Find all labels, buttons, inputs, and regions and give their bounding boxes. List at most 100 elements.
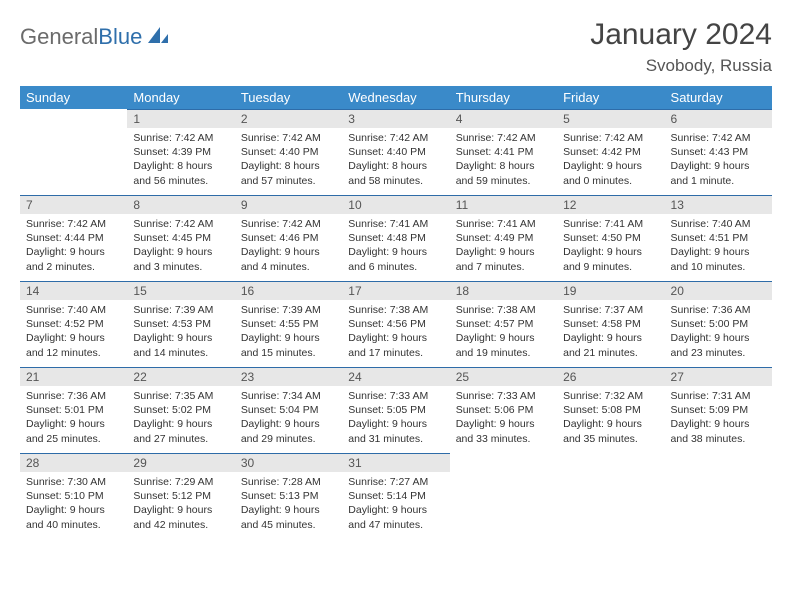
day-number: 18 — [450, 281, 557, 300]
calendar-day-cell: 4Sunrise: 7:42 AMSunset: 4:41 PMDaylight… — [450, 109, 557, 195]
day-number: 13 — [665, 195, 772, 214]
location: Svobody, Russia — [590, 56, 772, 76]
day-details: Sunrise: 7:42 AMSunset: 4:40 PMDaylight:… — [235, 128, 342, 194]
calendar-week-row: 7Sunrise: 7:42 AMSunset: 4:44 PMDaylight… — [20, 195, 772, 281]
day-number: 27 — [665, 367, 772, 386]
calendar-day-cell: 10Sunrise: 7:41 AMSunset: 4:48 PMDayligh… — [342, 195, 449, 281]
calendar-day-cell: 1Sunrise: 7:42 AMSunset: 4:39 PMDaylight… — [127, 109, 234, 195]
day-details: Sunrise: 7:34 AMSunset: 5:04 PMDaylight:… — [235, 386, 342, 452]
calendar-day-cell: 19Sunrise: 7:37 AMSunset: 4:58 PMDayligh… — [557, 281, 664, 367]
calendar-day-cell: 21Sunrise: 7:36 AMSunset: 5:01 PMDayligh… — [20, 367, 127, 453]
calendar-day-cell: 29Sunrise: 7:29 AMSunset: 5:12 PMDayligh… — [127, 453, 234, 539]
day-number: 20 — [665, 281, 772, 300]
calendar-day-cell: 14Sunrise: 7:40 AMSunset: 4:52 PMDayligh… — [20, 281, 127, 367]
day-details: Sunrise: 7:42 AMSunset: 4:41 PMDaylight:… — [450, 128, 557, 194]
weekday-header: Sunday — [20, 86, 127, 109]
weekday-header: Tuesday — [235, 86, 342, 109]
day-number: 26 — [557, 367, 664, 386]
day-number: 21 — [20, 367, 127, 386]
logo-word1: General — [20, 24, 98, 49]
day-number: 8 — [127, 195, 234, 214]
day-number: 2 — [235, 109, 342, 128]
day-details: Sunrise: 7:40 AMSunset: 4:52 PMDaylight:… — [20, 300, 127, 366]
calendar-day-cell: 7Sunrise: 7:42 AMSunset: 4:44 PMDaylight… — [20, 195, 127, 281]
header: GeneralBlue January 2024 Svobody, Russia — [20, 18, 772, 76]
day-details: Sunrise: 7:37 AMSunset: 4:58 PMDaylight:… — [557, 300, 664, 366]
day-number: 4 — [450, 109, 557, 128]
calendar-day-cell: 30Sunrise: 7:28 AMSunset: 5:13 PMDayligh… — [235, 453, 342, 539]
day-details: Sunrise: 7:42 AMSunset: 4:43 PMDaylight:… — [665, 128, 772, 194]
weekday-header: Thursday — [450, 86, 557, 109]
calendar-day-cell: 13Sunrise: 7:40 AMSunset: 4:51 PMDayligh… — [665, 195, 772, 281]
day-details: Sunrise: 7:30 AMSunset: 5:10 PMDaylight:… — [20, 472, 127, 538]
calendar-header-row: SundayMondayTuesdayWednesdayThursdayFrid… — [20, 86, 772, 109]
calendar-day-cell: 3Sunrise: 7:42 AMSunset: 4:40 PMDaylight… — [342, 109, 449, 195]
calendar-day-cell: 12Sunrise: 7:41 AMSunset: 4:50 PMDayligh… — [557, 195, 664, 281]
day-number: 24 — [342, 367, 449, 386]
day-details: Sunrise: 7:38 AMSunset: 4:57 PMDaylight:… — [450, 300, 557, 366]
month-title: January 2024 — [590, 18, 772, 52]
calendar-day-cell: 6Sunrise: 7:42 AMSunset: 4:43 PMDaylight… — [665, 109, 772, 195]
day-details: Sunrise: 7:32 AMSunset: 5:08 PMDaylight:… — [557, 386, 664, 452]
calendar-day-cell: 27Sunrise: 7:31 AMSunset: 5:09 PMDayligh… — [665, 367, 772, 453]
day-number: 28 — [20, 453, 127, 472]
day-details: Sunrise: 7:42 AMSunset: 4:40 PMDaylight:… — [342, 128, 449, 194]
title-block: January 2024 Svobody, Russia — [590, 18, 772, 76]
weekday-header: Saturday — [665, 86, 772, 109]
calendar-body: . 1Sunrise: 7:42 AMSunset: 4:39 PMDayligh… — [20, 109, 772, 539]
calendar-day-cell: 18Sunrise: 7:38 AMSunset: 4:57 PMDayligh… — [450, 281, 557, 367]
day-number: 5 — [557, 109, 664, 128]
day-details: Sunrise: 7:39 AMSunset: 4:55 PMDaylight:… — [235, 300, 342, 366]
day-details: Sunrise: 7:42 AMSunset: 4:45 PMDaylight:… — [127, 214, 234, 280]
calendar-week-row: 14Sunrise: 7:40 AMSunset: 4:52 PMDayligh… — [20, 281, 772, 367]
day-details: Sunrise: 7:28 AMSunset: 5:13 PMDaylight:… — [235, 472, 342, 538]
day-details: Sunrise: 7:41 AMSunset: 4:49 PMDaylight:… — [450, 214, 557, 280]
day-details: Sunrise: 7:31 AMSunset: 5:09 PMDaylight:… — [665, 386, 772, 452]
logo-text: GeneralBlue — [20, 24, 142, 50]
day-number: 19 — [557, 281, 664, 300]
day-number: 10 — [342, 195, 449, 214]
day-number: 3 — [342, 109, 449, 128]
day-number: 7 — [20, 195, 127, 214]
day-details: Sunrise: 7:27 AMSunset: 5:14 PMDaylight:… — [342, 472, 449, 538]
day-number: 25 — [450, 367, 557, 386]
calendar-day-cell: 15Sunrise: 7:39 AMSunset: 4:53 PMDayligh… — [127, 281, 234, 367]
day-details: Sunrise: 7:29 AMSunset: 5:12 PMDaylight:… — [127, 472, 234, 538]
weekday-header: Monday — [127, 86, 234, 109]
calendar-day-cell: 11Sunrise: 7:41 AMSunset: 4:49 PMDayligh… — [450, 195, 557, 281]
day-number: 30 — [235, 453, 342, 472]
calendar-day-cell: 17Sunrise: 7:38 AMSunset: 4:56 PMDayligh… — [342, 281, 449, 367]
calendar-day-cell: 2Sunrise: 7:42 AMSunset: 4:40 PMDaylight… — [235, 109, 342, 195]
day-number: 23 — [235, 367, 342, 386]
calendar-week-row: 28Sunrise: 7:30 AMSunset: 5:10 PMDayligh… — [20, 453, 772, 539]
calendar-day-cell: 28Sunrise: 7:30 AMSunset: 5:10 PMDayligh… — [20, 453, 127, 539]
day-number: 12 — [557, 195, 664, 214]
day-number: 11 — [450, 195, 557, 214]
calendar-day-cell: 25Sunrise: 7:33 AMSunset: 5:06 PMDayligh… — [450, 367, 557, 453]
day-details: Sunrise: 7:38 AMSunset: 4:56 PMDaylight:… — [342, 300, 449, 366]
calendar-table: SundayMondayTuesdayWednesdayThursdayFrid… — [20, 86, 772, 539]
calendar-day-cell: 5Sunrise: 7:42 AMSunset: 4:42 PMDaylight… — [557, 109, 664, 195]
weekday-header: Friday — [557, 86, 664, 109]
day-details: Sunrise: 7:35 AMSunset: 5:02 PMDaylight:… — [127, 386, 234, 452]
calendar-week-row: .1Sunrise: 7:42 AMSunset: 4:39 PMDayligh… — [20, 109, 772, 195]
logo: GeneralBlue — [20, 24, 170, 50]
calendar-day-cell: 9Sunrise: 7:42 AMSunset: 4:46 PMDaylight… — [235, 195, 342, 281]
calendar-day-cell: 16Sunrise: 7:39 AMSunset: 4:55 PMDayligh… — [235, 281, 342, 367]
calendar-empty-cell: . — [665, 453, 772, 539]
day-details: Sunrise: 7:42 AMSunset: 4:46 PMDaylight:… — [235, 214, 342, 280]
day-details: Sunrise: 7:36 AMSunset: 5:00 PMDaylight:… — [665, 300, 772, 366]
day-number: 6 — [665, 109, 772, 128]
day-details: Sunrise: 7:42 AMSunset: 4:39 PMDaylight:… — [127, 128, 234, 194]
calendar-day-cell: 31Sunrise: 7:27 AMSunset: 5:14 PMDayligh… — [342, 453, 449, 539]
day-details: Sunrise: 7:33 AMSunset: 5:05 PMDaylight:… — [342, 386, 449, 452]
day-number: 22 — [127, 367, 234, 386]
calendar-day-cell: 24Sunrise: 7:33 AMSunset: 5:05 PMDayligh… — [342, 367, 449, 453]
day-number: 14 — [20, 281, 127, 300]
calendar-day-cell: 26Sunrise: 7:32 AMSunset: 5:08 PMDayligh… — [557, 367, 664, 453]
day-details: Sunrise: 7:33 AMSunset: 5:06 PMDaylight:… — [450, 386, 557, 452]
day-number: 17 — [342, 281, 449, 300]
calendar-empty-cell: . — [450, 453, 557, 539]
day-details: Sunrise: 7:42 AMSunset: 4:44 PMDaylight:… — [20, 214, 127, 280]
day-details: Sunrise: 7:40 AMSunset: 4:51 PMDaylight:… — [665, 214, 772, 280]
